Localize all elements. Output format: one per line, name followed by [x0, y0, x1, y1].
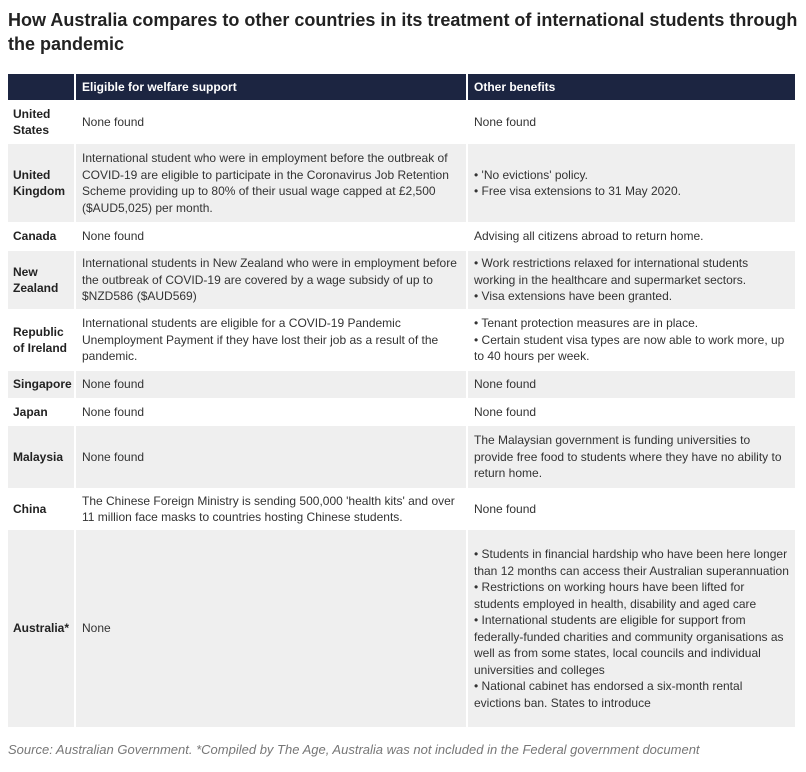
table-row: Malaysia None found The Malaysian governme…	[8, 426, 795, 488]
comparison-table: Eligible for welfare support Other benef…	[8, 74, 795, 727]
other-benefits-cell: None found	[466, 398, 795, 426]
benefit-item: None found	[474, 404, 537, 419]
welfare-cell: None found	[74, 371, 467, 398]
benefit-item: Advising all citizens abroad to return h…	[474, 229, 704, 244]
table-header: Eligible for welfare support Other benef…	[8, 74, 795, 100]
table-row: Canada None found Advising all citizens ab…	[8, 222, 795, 251]
welfare-cell: None found	[74, 100, 467, 144]
table-row: New Zealand International students in New…	[8, 251, 795, 309]
benefit-item: None found	[474, 114, 537, 129]
other-benefits-cell: • Students in financial hardship who hav…	[466, 530, 795, 727]
table-row: Republic of Ireland International student…	[8, 309, 795, 371]
welfare-cell: International students are eligible for …	[74, 309, 467, 371]
country-cell: Singapore	[8, 371, 75, 398]
benefit-item: • Restrictions on working hours have bee…	[474, 580, 757, 611]
country-cell: New Zealand	[8, 251, 75, 309]
other-benefits-cell: None found	[466, 100, 795, 144]
other-benefits-cell: None found	[466, 488, 795, 530]
other-benefits-cell: • Work restrictions relaxed for internat…	[466, 251, 795, 309]
welfare-cell: None found	[74, 398, 467, 426]
benefit-item: • 'No evictions' policy.	[474, 167, 588, 182]
welfare-cell: None found	[74, 426, 467, 488]
welfare-cell: The Chinese Foreign Ministry is sending …	[74, 488, 467, 530]
country-cell: United States	[13, 106, 51, 138]
country-cell: Canada	[13, 229, 57, 244]
benefit-item: None found	[474, 377, 537, 392]
other-benefits-cell: • Tenant protection measures are in plac…	[466, 309, 795, 371]
table-row: Australia* None • Students in financial ha…	[8, 530, 795, 727]
header-other: Other benefits	[466, 74, 795, 100]
header-country	[8, 74, 75, 100]
other-benefits-cell: The Malaysian government is funding univ…	[466, 426, 795, 488]
benefit-item: • Visa extensions have been granted.	[474, 289, 673, 304]
other-benefits-cell: Advising all citizens abroad to return h…	[466, 222, 795, 251]
other-benefits-cell: None found	[466, 371, 795, 398]
source-note: Source: Australian Government. *Compiled…	[8, 742, 700, 757]
welfare-cell: International students in New Zealand wh…	[74, 251, 467, 309]
table-row: Singapore None found None found	[8, 371, 795, 398]
country-cell: Japan	[13, 404, 48, 419]
table-row: United States None found None found	[8, 100, 795, 144]
benefit-item: • Work restrictions relaxed for internat…	[474, 256, 749, 287]
welfare-cell: International student who were in employ…	[74, 144, 467, 222]
country-cell: Malaysia	[8, 426, 75, 488]
benefit-item: • Free visa extensions to 31 May 2020.	[474, 184, 681, 198]
welfare-cell: None	[74, 530, 467, 727]
country-cell: China	[13, 501, 47, 516]
benefit-item: • Tenant protection measures are in plac…	[474, 316, 699, 331]
page-title: How Australia compares to other countrie…	[8, 10, 798, 54]
table-row: China The Chinese Foreign Ministry is sen…	[8, 488, 795, 530]
country-cell: United Kingdom	[8, 144, 75, 222]
table-row: United Kingdom International student who …	[8, 144, 795, 222]
header-welfare: Eligible for welfare support	[74, 74, 467, 100]
benefit-item: • International students are eligible fo…	[474, 613, 784, 677]
other-benefits-cell: • 'No evictions' policy. • Free visa exte…	[466, 144, 795, 222]
benefit-item: • Certain student visa types are now abl…	[474, 332, 785, 364]
benefit-item: • Students in financial hardship who hav…	[474, 547, 789, 578]
benefit-item: The Malaysian government is funding univ…	[474, 433, 782, 481]
country-cell: Republic of Ireland	[13, 324, 68, 356]
table-row: Japan None found None found	[8, 398, 795, 426]
welfare-cell: None found	[74, 222, 467, 251]
benefit-item: None found	[474, 501, 537, 516]
country-cell: Australia*	[8, 530, 75, 727]
benefit-item: • National cabinet has endorsed a six-mo…	[474, 679, 743, 710]
